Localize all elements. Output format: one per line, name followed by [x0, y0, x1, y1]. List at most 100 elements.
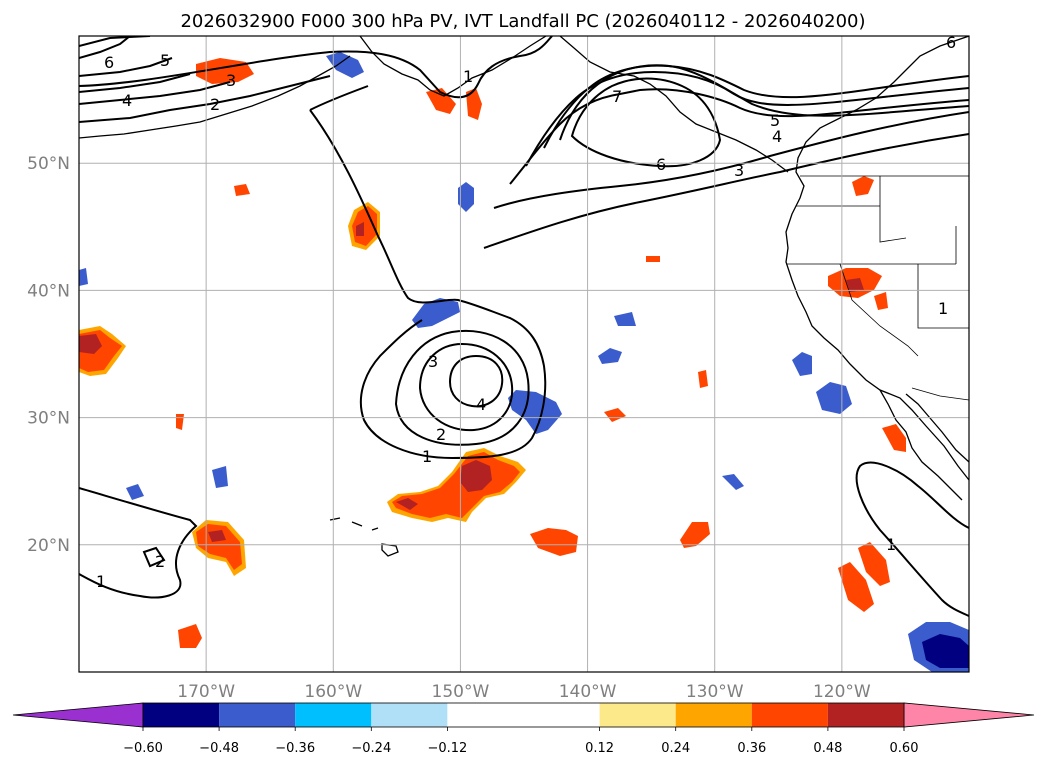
pv-contours	[79, 36, 969, 617]
contour-label-2-nw: 2	[210, 95, 220, 114]
ivt-positive-patch-baja3	[858, 542, 890, 586]
colorbar-extend-low	[12, 702, 144, 728]
ivt-positive-patch-sw-core	[196, 524, 242, 570]
colorbar-tick-label: 0.48	[813, 741, 842, 756]
lon-tick-label: 160°W	[304, 682, 362, 702]
contour-label-2-cutoff: 2	[436, 425, 446, 444]
political-borders	[786, 175, 969, 401]
ivt-negative-patch-alaska	[326, 52, 364, 78]
pv-ridge-7	[570, 77, 722, 168]
colorbar-tick-label: −0.12	[427, 741, 467, 756]
map-title: 2026032900 F000 300 hPa PV, IVT Landfall…	[180, 11, 865, 32]
contour-labels: 1 2 1 2 3 4 2 3 4 5 6 1 7 6 5 4 3 1 1 6	[96, 33, 956, 591]
ivt-positive-dot-8	[178, 624, 202, 648]
pv-contour-1-cutoff	[79, 487, 198, 599]
gridlines	[79, 36, 969, 672]
ivt-positive-patch-nw-max	[356, 222, 364, 236]
coastline-alaska-panhandle	[559, 36, 789, 173]
colorbar-segment	[827, 703, 904, 727]
contour-label-4-cutoff: 4	[476, 395, 486, 414]
contour-label-5-ridge: 5	[770, 111, 780, 130]
ivt-positive-patch-west-max	[79, 334, 102, 354]
lon-tick-label: 170°W	[177, 682, 235, 702]
colorbar-tick-label: −0.60	[123, 741, 163, 756]
colorbar-frame	[142, 702, 905, 728]
border-idaho	[879, 176, 907, 243]
ivt-positive-patch-california2	[874, 292, 888, 310]
pv-ridge-1	[483, 133, 969, 249]
map-background	[79, 36, 969, 672]
ivt-positive-dot-1	[234, 184, 250, 196]
ivt-negative-patch-socal	[816, 382, 852, 414]
contour-label-5-nw: 5	[160, 51, 170, 70]
contour-label-7-ridge: 7	[612, 87, 622, 106]
ivt-positive-patch-central-max2	[396, 498, 418, 510]
colorbar-segment	[295, 703, 372, 727]
pv-contour-1-upper	[309, 85, 369, 111]
coastline-gulf-california	[905, 393, 969, 463]
ivt-positive-patch-gulf2	[466, 88, 482, 120]
ivt-negative-patch-se-core	[922, 634, 969, 668]
lat-tick-labels: 50°N 40°N 30°N 20°N	[27, 154, 70, 556]
ivt-negative-patch-north	[412, 298, 460, 328]
border-california-nevada	[917, 264, 969, 329]
contour-label-6-ne: 6	[946, 33, 956, 52]
contour-label-1-cutoff: 1	[422, 447, 432, 466]
ivt-positive-patch-gulf1	[426, 88, 456, 114]
colorbar-segment	[447, 703, 600, 727]
map-frame	[78, 35, 970, 673]
colorbar-tick-label: 0.24	[661, 741, 690, 756]
pv-ridge-2	[493, 111, 969, 209]
pv-contour-2-sw	[142, 546, 166, 568]
ivt-positive-patch-baja1	[882, 424, 906, 452]
lat-tick-label: 30°N	[27, 409, 70, 429]
ivt-positive-dot-7	[680, 522, 710, 548]
contour-label-3-ridge: 3	[734, 161, 744, 180]
border-us-mexico	[911, 387, 969, 401]
colorbar-tick-label: 0.36	[737, 741, 766, 756]
coastline-hawaii	[329, 517, 399, 557]
pv-contour-2	[79, 75, 530, 446]
border-california-nevada-diag	[839, 263, 919, 357]
coastline-baja	[879, 389, 963, 501]
ivt-negative-dot-6	[722, 474, 744, 490]
colorbar-extend-high	[903, 702, 1035, 728]
contour-label-1-nevada: 1	[938, 299, 948, 318]
ivt-positive-dot-5	[698, 370, 708, 388]
pv-contour-6	[79, 36, 131, 59]
lat-tick-label: 20°N	[27, 536, 70, 556]
lon-tick-label: 120°W	[813, 682, 871, 702]
ivt-positive-patch-california-max	[846, 278, 864, 292]
pv-ridge-4	[525, 70, 969, 167]
lon-tick-label: 130°W	[686, 682, 744, 702]
ivt-negative-dot-2	[598, 348, 622, 364]
lon-tick-label: 150°W	[432, 682, 490, 702]
pv-ridge-5	[543, 64, 969, 149]
ivt-positive-patch-central-max	[460, 460, 492, 492]
contour-label-4-nw: 4	[122, 91, 132, 110]
ivt-negative-patch-california	[792, 352, 812, 376]
colorbar-segment	[219, 703, 296, 727]
pv-contour-5	[79, 57, 173, 77]
colorbar-segment	[675, 703, 752, 727]
contour-label-3-cutoff: 3	[428, 352, 438, 371]
colorbar-tick-label: −0.48	[199, 741, 239, 756]
pv-contour-3	[79, 81, 514, 432]
ivt-negative-dot-3	[212, 466, 228, 488]
pv-contour-1-main	[79, 36, 553, 460]
colorbar-tick-label: 0.12	[585, 741, 614, 756]
pv-ridge-6	[559, 64, 969, 141]
ivt-shading	[79, 52, 969, 672]
contour-label-3-nw: 3	[226, 71, 236, 90]
ivt-negative-dot-1	[614, 312, 636, 326]
colorbar-segment	[751, 703, 828, 727]
contour-label-4-ridge: 4	[772, 127, 782, 146]
contour-label-2-sw: 2	[155, 552, 165, 571]
colorbar-tick-label: −0.36	[275, 741, 315, 756]
colorbar-tick-label: −0.24	[351, 741, 391, 756]
coastline-north-america	[785, 36, 969, 481]
ivt-negative-dot-5	[79, 268, 88, 286]
colorbar-segment	[143, 703, 220, 727]
colorbar-tick-labels: −0.60 −0.48 −0.36 −0.24 −0.12 0.12 0.24 …	[123, 741, 918, 756]
